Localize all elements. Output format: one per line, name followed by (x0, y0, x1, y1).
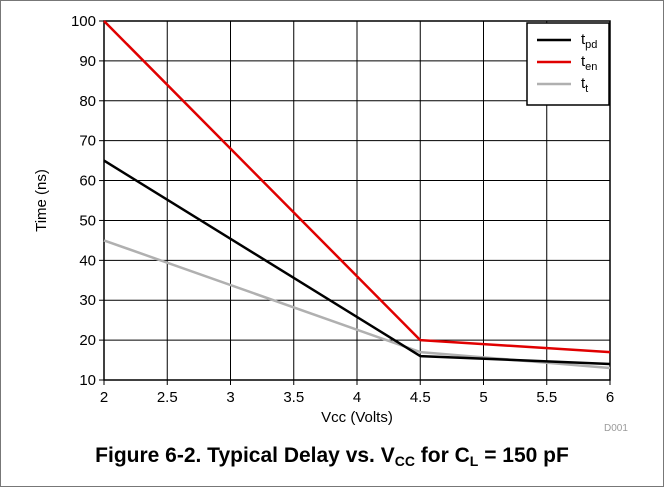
y-tick-label: 30 (79, 292, 96, 309)
y-axis-label: Time (ns) (33, 169, 50, 232)
x-tick-label: 4.5 (410, 389, 431, 406)
y-tick-label: 80 (79, 93, 96, 110)
x-tick-label: 5 (479, 389, 487, 406)
y-tick-label: 100 (71, 13, 96, 30)
y-tick-label: 90 (79, 53, 96, 70)
series-line-tpd (103, 159, 611, 366)
x-tick-label: 3 (226, 389, 234, 406)
x-tick-label: 4 (353, 389, 361, 406)
caption-sub-cl: L (469, 453, 479, 469)
delay-vs-vcc-chart: 2 2.5 3 3.5 4 4.5 5 5.5 6 10 20 30 40 50 60 70 80 90 100 Vc… (33, 13, 614, 426)
caption-suffix: = 150 pF (478, 444, 569, 467)
y-tick-label: 50 (79, 212, 96, 229)
caption-sub-vcc: CC (394, 453, 415, 469)
y-tick-label: 20 (79, 332, 96, 349)
x-tick-label: 2.5 (157, 389, 178, 406)
caption-mid: for C (414, 444, 470, 467)
caption-prefix: Figure 6-2. Typical Delay vs. V (95, 444, 395, 467)
y-tick-label: 60 (79, 173, 96, 190)
x-axis-label: Vcc (Volts) (321, 409, 393, 426)
x-tick-label: 6 (606, 389, 614, 406)
y-tick-label: 10 (79, 372, 96, 389)
series-line-ten (103, 20, 611, 354)
x-tick-label: 3.5 (283, 389, 304, 406)
legend-label-ten: ten (581, 53, 597, 73)
x-tick-label: 5.5 (536, 389, 557, 406)
y-tick-label: 40 (79, 252, 96, 269)
y-tick-label: 70 (79, 133, 96, 150)
legend-label-tt: tt (581, 75, 588, 95)
figure-caption: Figure 6-2. Typical Delay vs. VCC for CL… (0, 444, 664, 469)
x-tick-label: 2 (100, 389, 108, 406)
series-line-tt (103, 239, 611, 370)
figure-id: D001 (604, 423, 628, 434)
legend-box (526, 22, 610, 106)
legend-label-tpd: tpd (581, 31, 597, 51)
